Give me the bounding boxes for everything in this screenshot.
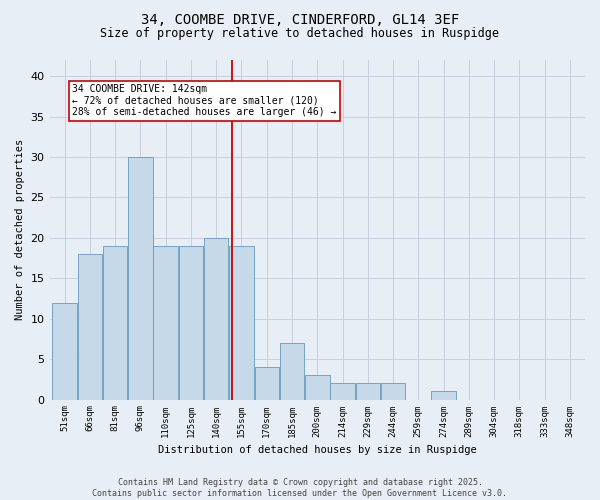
Text: Size of property relative to detached houses in Ruspidge: Size of property relative to detached ho… xyxy=(101,28,499,40)
X-axis label: Distribution of detached houses by size in Ruspidge: Distribution of detached houses by size … xyxy=(158,445,476,455)
Bar xyxy=(381,384,405,400)
Bar xyxy=(128,157,153,400)
Bar xyxy=(154,246,178,400)
Bar xyxy=(431,392,456,400)
Text: 34, COOMBE DRIVE, CINDERFORD, GL14 3EF: 34, COOMBE DRIVE, CINDERFORD, GL14 3EF xyxy=(141,12,459,26)
Bar xyxy=(356,384,380,400)
Bar xyxy=(103,246,127,400)
Bar xyxy=(330,384,355,400)
Bar xyxy=(280,343,304,400)
Bar xyxy=(204,238,229,400)
Bar xyxy=(305,376,329,400)
Bar xyxy=(52,302,77,400)
Bar xyxy=(229,246,254,400)
Text: 34 COOMBE DRIVE: 142sqm
← 72% of detached houses are smaller (120)
28% of semi-d: 34 COOMBE DRIVE: 142sqm ← 72% of detache… xyxy=(72,84,337,117)
Bar xyxy=(254,367,279,400)
Bar xyxy=(78,254,102,400)
Bar xyxy=(179,246,203,400)
Text: Contains HM Land Registry data © Crown copyright and database right 2025.
Contai: Contains HM Land Registry data © Crown c… xyxy=(92,478,508,498)
Y-axis label: Number of detached properties: Number of detached properties xyxy=(15,139,25,320)
